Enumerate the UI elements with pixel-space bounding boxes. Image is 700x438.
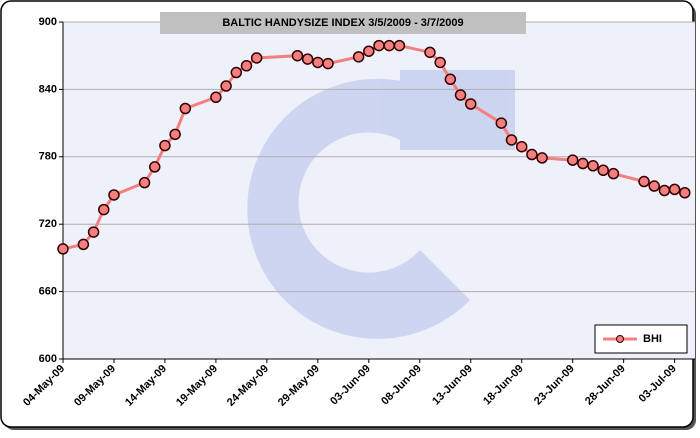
marker — [607, 167, 620, 180]
marker — [648, 180, 660, 192]
y-tick-label: 720 — [39, 218, 57, 230]
marker — [159, 139, 171, 152]
y-tick-label: 840 — [39, 83, 57, 95]
marker — [322, 57, 334, 70]
y-tick-label: 660 — [39, 286, 57, 298]
marker — [679, 186, 691, 199]
marker — [526, 148, 538, 161]
marker — [597, 164, 610, 177]
watermark — [247, 70, 515, 339]
marker — [148, 161, 161, 173]
chart-title: BALTIC HANDYSIZE INDEX 3/5/2009 - 3/7/20… — [222, 17, 463, 29]
marker — [363, 45, 375, 57]
marker — [566, 154, 579, 166]
marker — [587, 160, 599, 172]
marker — [434, 56, 446, 69]
marker — [291, 49, 304, 62]
marker — [505, 134, 518, 146]
marker — [179, 102, 192, 115]
marker — [108, 189, 120, 201]
marker — [668, 183, 681, 196]
marker — [444, 73, 457, 86]
marker — [383, 39, 395, 52]
marker — [393, 39, 406, 52]
marker — [210, 91, 222, 104]
marker — [424, 46, 436, 59]
y-tick-label: 780 — [39, 151, 57, 163]
marker — [352, 51, 365, 63]
marker — [240, 60, 253, 72]
y-tick-label: 600 — [39, 353, 57, 365]
marker — [138, 176, 151, 189]
marker — [454, 89, 467, 101]
marker — [658, 184, 671, 197]
marker — [301, 53, 314, 65]
marker — [169, 128, 181, 141]
legend-marker — [616, 335, 624, 343]
y-tick-label: 900 — [39, 16, 57, 28]
marker — [638, 175, 650, 188]
marker — [373, 39, 385, 52]
marker — [77, 238, 90, 251]
marker — [495, 117, 508, 129]
marker — [87, 226, 100, 238]
marker — [515, 140, 528, 153]
marker — [577, 157, 589, 170]
legend-label: BHI — [643, 333, 662, 345]
marker — [464, 98, 477, 110]
marker — [57, 243, 69, 255]
plot-area — [63, 22, 695, 359]
marker — [312, 56, 324, 69]
marker — [250, 52, 263, 64]
marker — [536, 152, 548, 164]
marker — [230, 66, 243, 79]
title-box — [160, 12, 526, 34]
marker — [220, 80, 232, 92]
marker — [98, 203, 110, 216]
